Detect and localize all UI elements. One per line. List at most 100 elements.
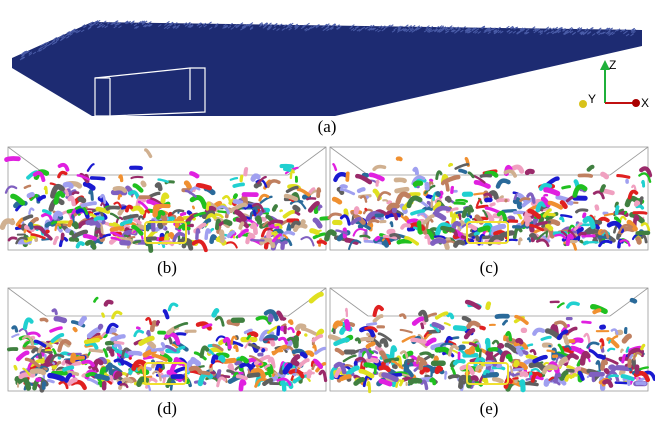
vortex-tube [397,189,407,191]
vortex-tube [111,351,112,355]
vortex-tube [375,367,376,373]
vortex-tube [298,332,299,334]
vortex-tube [112,228,122,230]
vortex-tube [606,371,607,372]
vortex-tube [330,337,339,340]
overview-panel: Z Y X (a) [12,20,649,136]
vortex-tube [115,342,123,343]
vortex-tube [491,204,494,205]
vortex-tube [48,380,53,381]
vortex-tube [107,343,114,344]
vortex-tube [80,199,83,200]
vortex-tube [383,200,387,201]
vortex-tube [456,328,465,329]
vortex-tube [119,383,120,384]
vortex-tube [441,192,442,197]
vortex-tube [155,207,157,214]
vortex-tube [487,340,488,349]
vortex-tube [116,374,120,377]
vortex-tube [573,375,576,377]
vortex-tube [106,302,112,305]
vortex-tube [191,173,197,176]
vortex-tube [153,349,163,350]
vortex-tube [95,218,102,219]
vortex-tube [469,226,475,229]
vortex-tube [73,192,78,193]
vortex-tube [415,183,420,184]
vortex-tube [306,353,311,355]
figure: Z Y X (a) (b)(c)(d)(e) [0,0,655,422]
vortex-tube [97,376,107,378]
vortex-tube [563,187,570,188]
vortex-tube [347,322,348,329]
vortex-tube [32,371,43,373]
vortex-tube [258,218,260,222]
vortex-tube [69,222,71,225]
vortex-tube [494,379,501,381]
vortex-tube [376,238,378,240]
vortex-tube [583,322,591,323]
vortex-tube [253,176,258,179]
vortex-tube [309,372,310,377]
vortex-tube [15,366,16,368]
vortex-tube [214,311,217,315]
vortex-tube [511,369,522,370]
vortex-tube [50,376,63,379]
vortex-tube [64,367,72,369]
vortex-tube [391,222,392,226]
vortex-tube [295,207,298,209]
vortex-tube [480,350,481,356]
vortex-tube [632,300,635,301]
vortex-tube [75,329,76,330]
vortex-tube [241,176,242,180]
vortex-tube [368,344,374,347]
y-arrow [579,100,587,108]
vortex-panel: (c) [327,147,650,277]
vortex-tube [569,203,571,204]
vortex-tube [242,358,246,361]
vortex-tube [240,223,242,227]
vortex-tube [589,231,597,233]
vortex-tube [516,362,517,364]
panel-caption: (b) [157,258,177,277]
vortex-tube [44,383,45,388]
vortex-tube [527,171,532,172]
vortex-tube [30,224,32,228]
vortex-tube [21,375,33,377]
vortex-tube [389,231,393,232]
vortex-tube [442,228,452,230]
vortex-tube [318,242,325,244]
vortex-tube [115,188,125,191]
x-label: X [641,96,649,110]
vortex-tube [637,206,642,208]
vortex-tube [66,190,68,195]
vortex-tube [334,199,339,202]
vortex-tube [396,180,404,181]
vortex-tube [221,232,222,241]
vortex-tube [497,316,508,317]
panel-caption: (c) [480,258,499,277]
vortex-tube [89,353,90,355]
vortex-tube [433,241,444,243]
vortex-tube [285,169,290,170]
vortex-tube [616,383,627,384]
vortex-tube [270,315,272,320]
vortex-tube [367,197,368,198]
vortex-tube [448,314,452,317]
vortex-tube [248,336,250,339]
vortex-tube [92,178,104,179]
vortex-tube [67,362,70,363]
vortex-tube [165,311,168,317]
y-label: Y [588,92,596,106]
vortex-tube [636,203,638,205]
vortex-tube [197,230,199,239]
vortex-tube [565,337,568,343]
speckle [209,22,212,24]
vortex-tube [618,235,619,238]
vortex-tube [488,304,489,308]
vortex-tube [527,219,529,225]
vortex-tube [547,226,551,229]
vortex-tube [7,159,19,160]
vortex-tube [149,343,154,346]
vortex-tube [618,176,629,178]
